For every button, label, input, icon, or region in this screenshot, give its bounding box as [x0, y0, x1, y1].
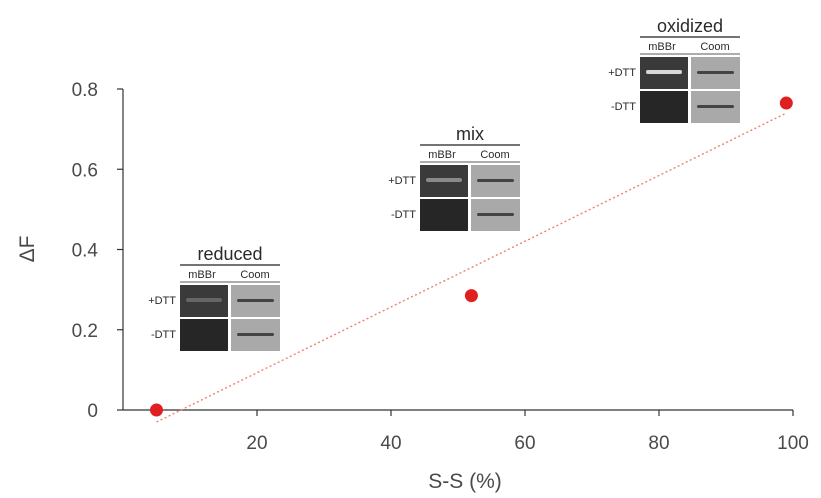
gel-band	[477, 213, 514, 216]
x-tick-label: 100	[777, 433, 809, 454]
data-point	[150, 403, 163, 417]
x-tick-label: 20	[246, 433, 267, 454]
y-tick-label: 0.6	[72, 160, 98, 181]
gel-lane-mbbr	[640, 91, 688, 123]
gel-column-label: Coom	[240, 269, 269, 281]
gel-column-label: mBBr	[648, 41, 676, 53]
gel-lane-mbbr	[180, 319, 228, 351]
gel-lane-mbbr	[420, 199, 468, 231]
y-tick-label: 0.8	[72, 80, 98, 101]
data-point	[464, 289, 478, 303]
gel-band	[646, 70, 682, 74]
gel-column-label: mBBr	[428, 149, 456, 161]
y-axis-title: ΔF	[16, 236, 39, 263]
y-tick-label: 0.2	[72, 321, 98, 342]
gel-row-label: -DTT	[391, 209, 416, 221]
gel-band	[477, 179, 514, 182]
gel-band	[237, 333, 274, 336]
gel-inset-title: mix	[456, 124, 484, 144]
gel-column-label: mBBr	[188, 269, 216, 281]
gel-band	[697, 71, 734, 74]
ticks: 0 0.2 0.4 0.6 0.8 20 40 60 80 100	[72, 80, 809, 454]
gel-row-label: +DTT	[388, 175, 416, 187]
x-axis-title: S-S (%)	[428, 470, 502, 493]
gel-row-label: +DTT	[148, 295, 176, 307]
gel-row-label: +DTT	[608, 67, 636, 79]
gel-row-label: -DTT	[151, 329, 176, 341]
gel-band	[237, 299, 274, 302]
y-tick-label: 0.4	[72, 241, 99, 262]
gel-column-label: Coom	[700, 41, 729, 53]
y-tick-label: 0	[87, 401, 98, 422]
gel-inset-title: oxidized	[657, 16, 723, 36]
x-tick-label: 80	[648, 433, 669, 454]
gel-column-label: Coom	[480, 149, 509, 161]
trendline	[156, 112, 787, 423]
gel-band	[426, 178, 462, 182]
x-tick-label: 60	[514, 433, 535, 454]
data-points	[150, 96, 793, 417]
data-point	[779, 96, 793, 110]
x-tick-label: 40	[380, 433, 401, 454]
gel-band	[697, 105, 734, 108]
gel-inset-title: reduced	[197, 244, 262, 264]
gel-row-label: -DTT	[611, 101, 636, 113]
gel-inset: oxidized mBBr Coom +DTT -DTT	[608, 16, 740, 123]
gel-band	[186, 298, 222, 302]
gel-inset: reduced mBBr Coom +DTT -DTT	[148, 244, 280, 351]
